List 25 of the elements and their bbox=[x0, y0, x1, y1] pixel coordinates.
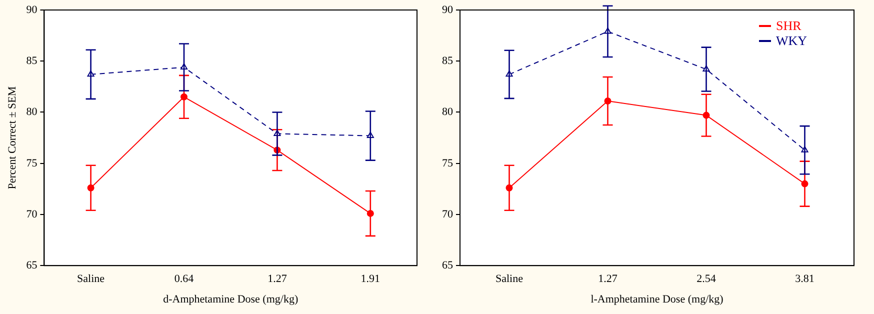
x-axis-title: l-Amphetamine Dose (mg/kg) bbox=[590, 293, 724, 306]
y-tick-label: 70 bbox=[26, 208, 38, 220]
y-tick-label: 75 bbox=[26, 157, 38, 170]
y-tick-label: 65 bbox=[26, 259, 38, 272]
y-tick-label: 90 bbox=[442, 4, 454, 16]
x-tick-label: 1.91 bbox=[360, 273, 380, 286]
x-tick-label: 2.54 bbox=[696, 273, 716, 286]
x-tick-label: 1.27 bbox=[268, 273, 288, 286]
y-tick-label: 85 bbox=[442, 55, 454, 68]
y-tick-label: 85 bbox=[26, 55, 38, 68]
y-tick-label: 75 bbox=[442, 157, 454, 170]
y-tick-label: 80 bbox=[26, 106, 38, 118]
y-tick-label: 70 bbox=[442, 208, 454, 220]
x-tick-label: 0.64 bbox=[174, 273, 194, 286]
y-axis-title: Percent Correct ± SEM bbox=[6, 86, 18, 190]
x-tick-label: Saline bbox=[77, 273, 105, 286]
y-tick-label: 65 bbox=[442, 259, 454, 272]
x-tick-label: 3.81 bbox=[795, 273, 814, 286]
x-tick-label: 1.27 bbox=[598, 273, 618, 286]
x-tick-label: Saline bbox=[496, 273, 524, 286]
y-tick-label: 80 bbox=[442, 106, 454, 118]
x-axis-title: d-Amphetamine Dose (mg/kg) bbox=[163, 293, 298, 306]
legend-label: SHR bbox=[776, 18, 802, 33]
y-tick-label: 90 bbox=[26, 4, 38, 16]
legend-label: WKY bbox=[776, 33, 808, 48]
